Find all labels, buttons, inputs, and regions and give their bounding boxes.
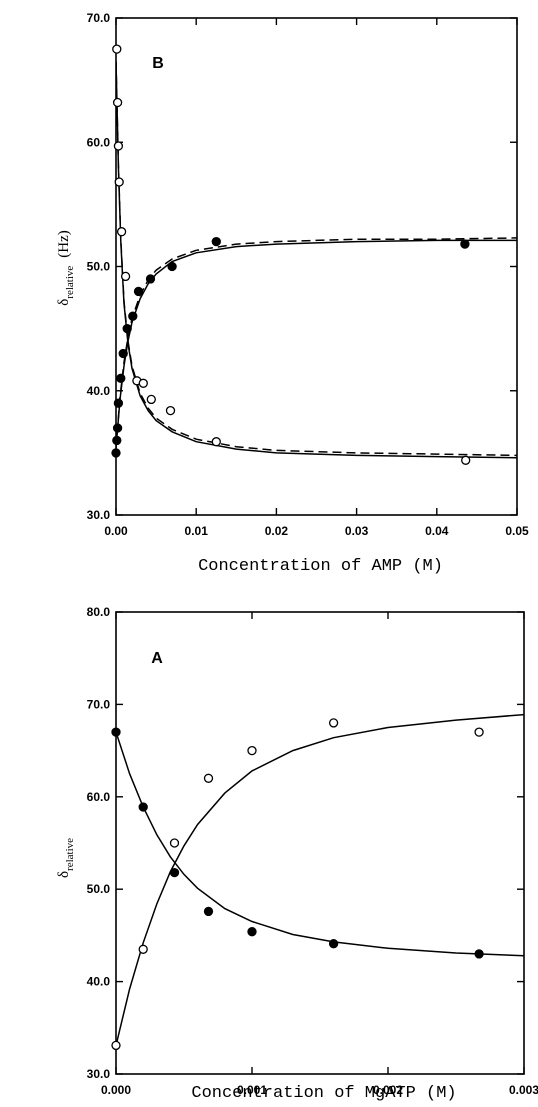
open-data-point bbox=[138, 944, 148, 954]
y-tick-label: 40.0 bbox=[87, 384, 111, 398]
chart-panel-B: 0.00 0.01 0.02 0.03 0.04 0.05 30.0 40.0 50.0 60.0… bbox=[56, 11, 529, 576]
open-data-point bbox=[461, 455, 471, 465]
filled-data-point bbox=[116, 373, 126, 383]
y-tick-label: 60.0 bbox=[87, 790, 111, 804]
filled-data-point bbox=[128, 311, 138, 321]
x-tick-label: 0.02 bbox=[265, 524, 289, 538]
x-tick-label: 0.03 bbox=[345, 524, 369, 538]
y-axis-label-unit: (Hz) bbox=[56, 230, 72, 257]
fit-curve-dashed bbox=[116, 61, 517, 457]
filled-data-point bbox=[474, 949, 484, 959]
y-tick-label: 60.0 bbox=[87, 135, 111, 149]
chart-panel-A: 0.000 0.001 0.002 0.003 30.0 40.0 50.0 60.0 70.0… bbox=[56, 605, 538, 1103]
open-data-point bbox=[203, 773, 214, 783]
filled-data-point bbox=[167, 261, 177, 272]
filled-data-point bbox=[460, 239, 470, 249]
y-axis-label-subscript: relative bbox=[64, 838, 76, 871]
y-tick-label: 80.0 bbox=[87, 605, 111, 619]
y-axis-label: δrelative (Hz) bbox=[56, 230, 76, 306]
fit-curve-solid bbox=[116, 731, 524, 957]
y-tick-label: 50.0 bbox=[87, 882, 111, 896]
y-tick-label: 30.0 bbox=[87, 508, 111, 522]
fit-curve-dashed bbox=[116, 237, 517, 448]
filled-data-point bbox=[113, 398, 124, 408]
filled-data-point bbox=[138, 802, 148, 812]
filled-data-point bbox=[111, 727, 121, 737]
open-data-point bbox=[169, 838, 180, 848]
x-tick-label: 0.002 bbox=[373, 1083, 403, 1097]
x-axis-label: Concentration of AMP (M) bbox=[198, 557, 443, 576]
x-tick-label: 0.000 bbox=[101, 1083, 131, 1097]
x-tick-label: 0.04 bbox=[425, 524, 449, 538]
open-data-point bbox=[111, 1040, 121, 1051]
x-tick-label: 0.05 bbox=[505, 524, 529, 538]
y-tick-label: 50.0 bbox=[87, 260, 111, 274]
filled-data-point bbox=[112, 435, 122, 446]
x-tick-label: 0.00 bbox=[104, 524, 128, 538]
y-axis-label-symbol: δ bbox=[56, 299, 72, 306]
open-data-point bbox=[474, 727, 484, 737]
filled-data-point bbox=[169, 867, 180, 878]
y-axis-label: δrelative bbox=[56, 838, 76, 878]
fit-curve-solid bbox=[116, 239, 517, 448]
y-tick-label: 40.0 bbox=[87, 975, 111, 989]
filled-data-point bbox=[145, 274, 156, 284]
open-data-point bbox=[328, 718, 339, 728]
panel-label: A bbox=[151, 650, 163, 667]
filled-data-point bbox=[112, 423, 123, 433]
x-axis-label: Concentration of MgATP (M) bbox=[191, 1084, 456, 1103]
filled-data-point bbox=[122, 323, 132, 334]
open-data-point bbox=[120, 271, 131, 282]
open-data-point bbox=[112, 44, 122, 54]
open-data-point bbox=[116, 227, 127, 237]
x-tick-label: 0.001 bbox=[237, 1083, 267, 1097]
open-data-point bbox=[146, 394, 156, 405]
filled-data-point bbox=[111, 448, 121, 458]
y-axis-label-symbol: δ bbox=[56, 871, 72, 878]
filled-data-point bbox=[247, 927, 257, 937]
filled-data-point bbox=[328, 939, 339, 949]
fit-curve-solid bbox=[116, 713, 524, 1046]
y-tick-label: 30.0 bbox=[87, 1067, 111, 1081]
filled-data-point bbox=[211, 236, 221, 247]
open-data-point bbox=[113, 141, 124, 151]
open-data-point bbox=[165, 405, 176, 416]
y-axis-label-subscript: relative bbox=[64, 266, 76, 299]
y-tick-label: 70.0 bbox=[87, 11, 111, 25]
x-tick-label: 0.01 bbox=[185, 524, 209, 538]
plot-frame bbox=[115, 611, 525, 1075]
panel-label: B bbox=[152, 55, 164, 72]
y-tick-label: 70.0 bbox=[87, 697, 111, 711]
filled-data-point bbox=[133, 286, 144, 297]
x-tick-label: 0.003 bbox=[509, 1083, 538, 1097]
open-data-point bbox=[138, 378, 148, 388]
filled-data-point bbox=[118, 348, 128, 359]
open-data-point bbox=[247, 745, 257, 756]
filled-data-point bbox=[203, 906, 214, 917]
open-data-point bbox=[114, 177, 124, 187]
open-data-point bbox=[112, 97, 123, 108]
open-data-point bbox=[211, 437, 221, 447]
